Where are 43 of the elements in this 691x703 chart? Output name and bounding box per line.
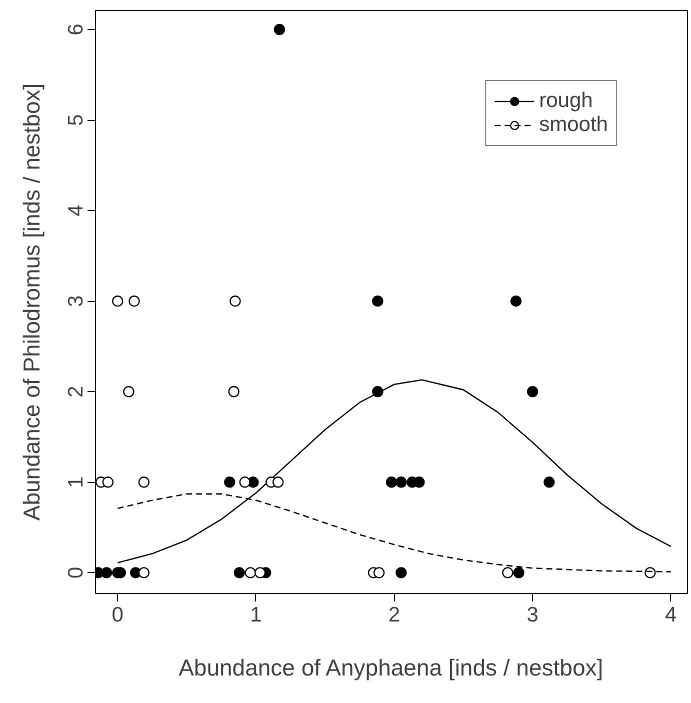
point xyxy=(274,24,286,36)
y-tick-label: 1 xyxy=(64,476,88,488)
point xyxy=(272,476,284,488)
x-tick-label: 2 xyxy=(388,604,400,626)
point xyxy=(112,296,124,307)
point xyxy=(372,296,384,307)
point xyxy=(513,567,524,578)
point xyxy=(224,476,236,488)
point xyxy=(644,567,656,578)
point xyxy=(138,567,150,578)
point xyxy=(244,567,256,578)
point xyxy=(544,476,555,488)
point xyxy=(138,476,150,488)
point xyxy=(373,567,385,578)
x-tick-label: 4 xyxy=(665,604,678,626)
y-tick-label: 4 xyxy=(64,204,88,216)
point xyxy=(396,567,407,578)
x-tick-label: 0 xyxy=(112,604,124,626)
point xyxy=(123,386,134,398)
point xyxy=(526,386,538,398)
point xyxy=(230,296,241,307)
point xyxy=(396,476,407,488)
point xyxy=(100,567,112,578)
y-tick-label: 2 xyxy=(64,386,88,398)
y-tick-label: 6 xyxy=(64,24,88,36)
x-tick-label: 3 xyxy=(526,604,538,626)
y-tick-label: 0 xyxy=(64,566,88,579)
point xyxy=(510,296,522,307)
point xyxy=(228,386,240,398)
y-tick-label: 5 xyxy=(64,114,88,126)
point xyxy=(128,296,140,307)
point xyxy=(234,567,245,578)
legend-label: smooth xyxy=(539,113,608,137)
y-axis-title: Abundance of Philodromus [inds / nestbox] xyxy=(18,83,44,521)
point xyxy=(102,476,114,488)
x-axis-title: Abundance of Anyphaena [inds / nestbox] xyxy=(178,654,604,680)
x-tick-label: 1 xyxy=(250,604,262,626)
point xyxy=(502,567,514,578)
y-tick-label: 3 xyxy=(64,295,88,307)
point xyxy=(386,476,398,488)
point xyxy=(254,567,266,578)
legend-label: rough xyxy=(539,89,593,113)
point xyxy=(239,476,250,488)
